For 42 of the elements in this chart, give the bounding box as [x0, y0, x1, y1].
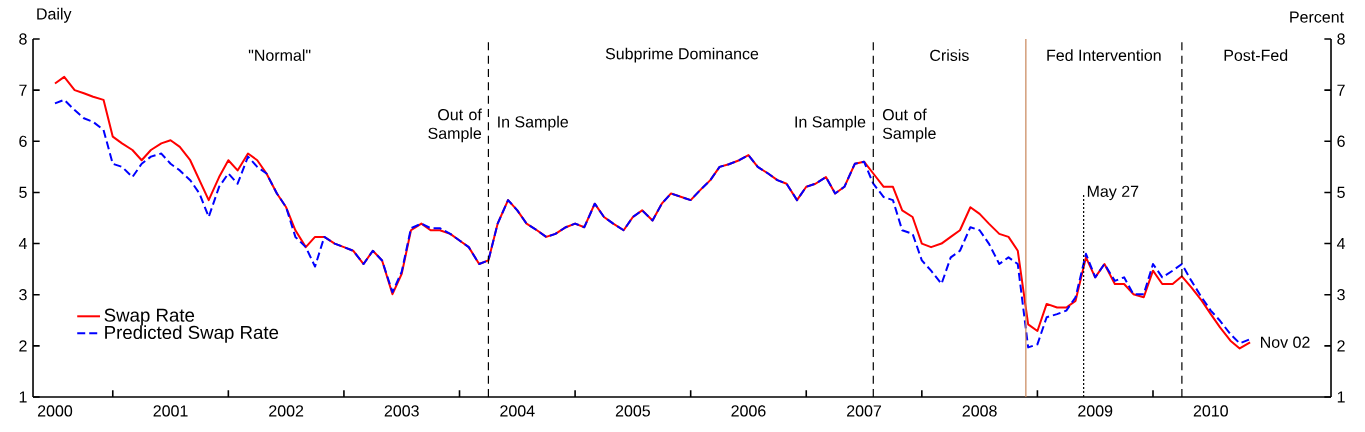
- annotation: Out of Sample: [882, 108, 936, 143]
- y2-axis-title: Percent: [1290, 11, 1344, 23]
- annotation: Nov 02: [1261, 336, 1310, 348]
- legend-label: Swap Rate: [104, 308, 195, 326]
- annotation: Post-Fed: [1224, 49, 1288, 61]
- y2-tick-label: 5: [1337, 186, 1345, 198]
- x-tick-label: 2004: [500, 405, 535, 417]
- annotation: "Normal": [248, 49, 311, 61]
- y-tick-label: 1: [19, 391, 27, 403]
- annotation: In Sample: [795, 115, 866, 131]
- x-tick-label: 2010: [1193, 405, 1228, 417]
- y2-tick-label: 2: [1337, 340, 1345, 352]
- annotation: Subprime Dominance: [605, 47, 759, 63]
- y-tick-label: 4: [18, 238, 27, 250]
- y2-tick-label: 7: [1337, 84, 1345, 96]
- x-tick-label: 2005: [615, 405, 650, 417]
- x-tick-label: 2000: [37, 405, 73, 417]
- y-tick-label: 2: [19, 340, 27, 352]
- x-tick-label: 2001: [153, 405, 188, 417]
- y-tick-label: 7: [19, 84, 27, 96]
- x-tick-label: 2008: [962, 405, 997, 417]
- x-tick-label: 2006: [731, 405, 766, 417]
- ref-line-label: May 27: [1087, 185, 1139, 201]
- y2-tick-label: 3: [1337, 289, 1345, 301]
- annotation: Out of Sample: [428, 108, 482, 143]
- annotation: In Sample: [498, 115, 568, 131]
- annotation: Fed Intervention: [1047, 49, 1161, 61]
- legend-label: Predicted Swap Rate: [105, 325, 279, 343]
- y-tick-label: 8: [19, 33, 27, 45]
- annotation: Crisis: [930, 49, 969, 61]
- y-tick-label: 5: [19, 186, 27, 198]
- y2-tick-label: 4: [1336, 238, 1346, 250]
- y-tick-label: 6: [19, 135, 27, 147]
- y-axis-title: Daily: [37, 7, 72, 23]
- y-tick-label: 3: [19, 289, 27, 301]
- y2-tick-label: 6: [1337, 135, 1345, 147]
- x-tick-label: 2007: [847, 405, 882, 417]
- y2-tick-label: 1: [1337, 391, 1345, 403]
- x-tick-label: 2009: [1078, 405, 1113, 417]
- x-tick-label: 2003: [384, 405, 419, 417]
- y2-tick-label: 8: [1337, 33, 1345, 45]
- x-tick-label: 2002: [269, 405, 304, 417]
